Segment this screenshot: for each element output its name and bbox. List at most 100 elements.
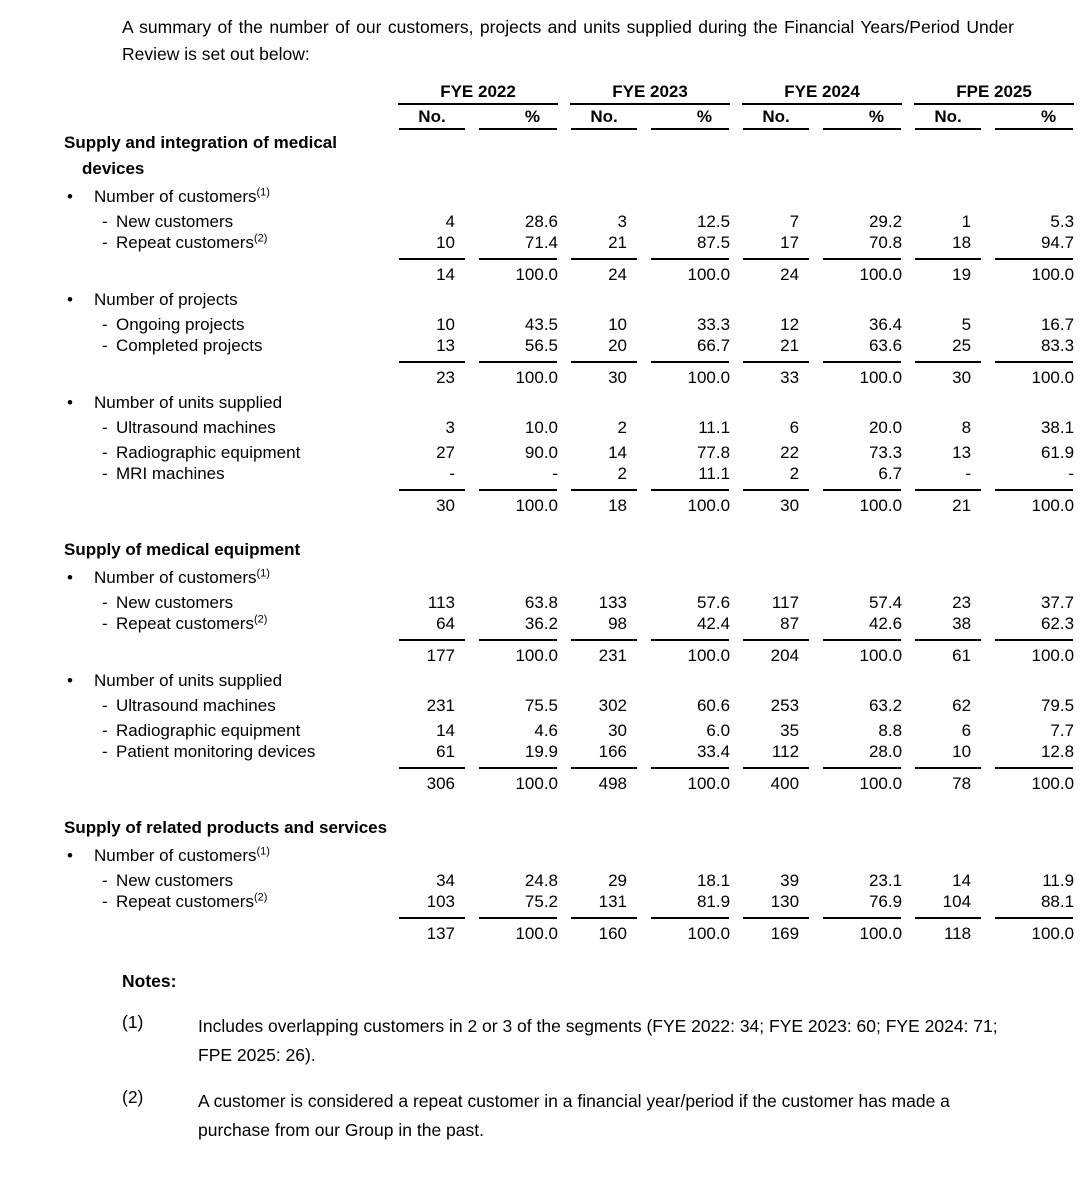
value-cell: 100.0 <box>1031 774 1075 793</box>
value-cell: 27 <box>436 443 455 462</box>
row-label-text: Patient monitoring devices <box>116 742 316 761</box>
empty-cells <box>392 841 1080 866</box>
value-cell: 100.0 <box>515 496 559 515</box>
value-cell: 100.0 <box>859 774 903 793</box>
table-row-gap <box>64 516 1080 537</box>
value-cell: - <box>908 463 989 491</box>
value-cell: 21 <box>952 496 972 515</box>
footnote-ref: (1) <box>256 845 270 858</box>
value-cell: 23.1 <box>868 871 903 890</box>
year-header-fpe-2025: FPE 2025 <box>908 80 1081 105</box>
row-label: • Number of customers(1) <box>64 841 392 866</box>
value-cell: 29.2 <box>868 212 903 231</box>
dash-icon: - <box>102 336 108 355</box>
value-cell: 306 <box>426 774 455 793</box>
gap-cell <box>64 516 1080 537</box>
value-cell: 100.0 <box>687 646 731 665</box>
value-cell: 30 <box>780 496 800 515</box>
value-cell: 113 <box>427 593 455 612</box>
year-header-fye-2022: FYE 2022 <box>392 80 565 105</box>
value-cell: 60.6 <box>696 696 731 715</box>
value-cell: 11.1 <box>644 463 737 491</box>
value-cell: 94.7 <box>988 232 1081 260</box>
table-row-section: Supply of medical equipment <box>64 537 1080 563</box>
value-cell: 19 <box>952 265 972 284</box>
row-label: - New customers <box>64 866 392 891</box>
value-cell: 18 <box>908 232 989 260</box>
row-label-text: New customers <box>116 593 234 612</box>
value-cell: 131 <box>564 891 645 919</box>
row-label-text: Ultrasound machines <box>116 418 276 437</box>
value-cell: 100.0 <box>515 774 559 793</box>
bullet-icon: • <box>67 846 73 865</box>
value-cell: 76.9 <box>816 891 909 919</box>
col-header-pct: % <box>644 105 737 130</box>
value-cell: 34 <box>436 871 455 890</box>
value-cell: 12.8 <box>988 741 1081 769</box>
value-cell: 56.5 <box>472 335 565 363</box>
table-row-bullet: • Number of projects <box>64 285 1080 310</box>
value-cell: 87 <box>736 613 817 641</box>
value-cell: 57.6 <box>696 593 731 612</box>
value-cell: 2 <box>736 463 817 491</box>
row-label: - Repeat customers(2) <box>64 891 392 919</box>
value-cell: 133 <box>598 593 628 612</box>
value-cell: 77.8 <box>696 443 731 462</box>
row-label: • Number of customers(1) <box>64 563 392 588</box>
col-header-no: No. <box>392 105 472 130</box>
row-label: • Number of projects <box>64 285 392 310</box>
value-cell: 36.2 <box>472 613 565 641</box>
value-cell: 13 <box>952 443 972 462</box>
table-row-bullet: • Number of units supplied <box>64 388 1080 413</box>
row-label <box>64 491 392 516</box>
value-cell: 35 <box>780 721 800 740</box>
col-header-no: No. <box>564 105 645 130</box>
dash-icon: - <box>102 443 108 462</box>
value-cell: 100.0 <box>1031 646 1075 665</box>
footnote-ref: (2) <box>253 232 268 245</box>
value-cell: 10 <box>908 741 989 769</box>
dash-icon: - <box>102 464 108 483</box>
value-cell: 23 <box>952 593 972 612</box>
value-cell: 42.4 <box>644 613 737 641</box>
value-cell: 30 <box>952 368 972 387</box>
note-1: (1) Includes overlapping customers in 2 … <box>122 1012 1016 1070</box>
col-header-no: No. <box>908 105 989 130</box>
value-cell: 66.7 <box>644 335 737 363</box>
col-header-pct: % <box>472 105 565 130</box>
value-cell: 137 <box>426 924 455 943</box>
row-label: • Number of units supplied <box>64 666 392 691</box>
empty-cells <box>392 815 1080 841</box>
value-cell: 30 <box>608 368 628 387</box>
value-cell: 100.0 <box>687 265 731 284</box>
value-cell: 160 <box>598 924 628 943</box>
value-cell: 112 <box>736 741 817 769</box>
table-row-item: - Repeat customers(2) 10 71.4 21 87.5 17 70.8 18… <box>64 232 1081 260</box>
empty-cells <box>392 182 1080 207</box>
row-label: - Radiographic equipment <box>64 716 392 741</box>
value-cell: 24 <box>780 265 800 284</box>
value-cell: 5 <box>961 315 972 334</box>
footnote-ref: (2) <box>253 891 268 904</box>
value-cell: 100.0 <box>1031 496 1075 515</box>
table-row-total: 30 100.0 18 100.0 30 100.0 21 100.0 <box>64 491 1080 516</box>
value-cell: 79.5 <box>1040 696 1075 715</box>
value-cell: 400 <box>770 774 800 793</box>
dash-icon: - <box>102 721 108 740</box>
value-cell: 38.1 <box>1040 418 1075 437</box>
value-cell: 21 <box>736 335 817 363</box>
value-cell: 177 <box>426 646 455 665</box>
value-cell: 8.8 <box>878 721 903 740</box>
empty-cells <box>392 388 1080 413</box>
row-label: Supply of medical equipment <box>64 537 392 563</box>
row-label <box>64 919 392 944</box>
value-cell: 19.9 <box>472 741 565 769</box>
row-label-text: Repeat customers <box>116 614 254 633</box>
value-cell: 13 <box>392 335 472 363</box>
value-cell: - <box>472 463 565 491</box>
value-cell: 70.8 <box>816 232 909 260</box>
year-header-fye-2023: FYE 2023 <box>564 80 737 105</box>
table-row-bullet: • Number of customers(1) <box>64 841 1080 866</box>
table-row-total: 23 100.0 30 100.0 33 100.0 30 100.0 <box>64 363 1080 388</box>
value-cell: 100.0 <box>515 924 559 943</box>
